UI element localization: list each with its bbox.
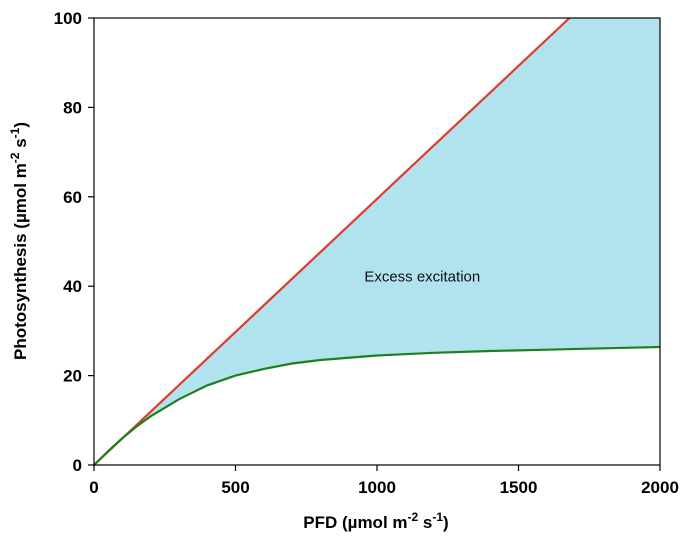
x-tick-label: 0 [89,478,98,497]
series-line-photosynthesis [93,345,661,466]
series-line-max-rate [93,17,571,466]
y-tick-label: 20 [63,367,82,386]
axes: 0 500 1000 1500 2000 0 20 40 60 80 100 [54,9,679,497]
x-tick-label: 1500 [500,478,538,497]
x-tick-label: 500 [221,478,249,497]
y-tick-label: 100 [54,9,82,28]
y-tick-label: 0 [73,456,82,475]
excess-excitation-area [94,18,660,465]
x-tick-label: 1000 [358,478,396,497]
annotation-excess-excitation: Excess excitation [364,269,480,286]
y-tick-label: 40 [63,277,82,296]
plot-area [93,17,661,466]
y-axis-title: Photosynthesis (µmol m-2 s-1) [8,122,30,360]
y-tick-label: 80 [63,98,82,117]
x-tick-label: 2000 [641,478,679,497]
x-axis-title: PFD (µmol m-2 s-1) [303,510,448,532]
y-tick-label: 60 [63,188,82,207]
